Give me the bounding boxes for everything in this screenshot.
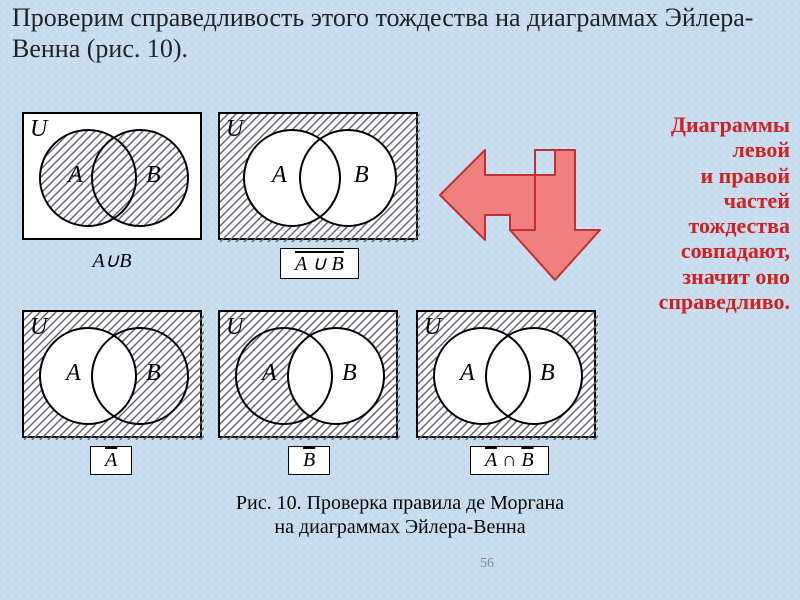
label-a: A [460, 360, 475, 387]
figure-caption-line2: на диаграммах Эйлера-Венна [0, 516, 800, 539]
venn-abar-int-bbar: U A B [416, 310, 596, 438]
label-b: B [146, 162, 161, 189]
page-number: 56 [480, 556, 494, 572]
page-title: Проверим справедливость этого тождества … [12, 2, 788, 64]
caption-abar-int-bbar: A ∩ B [470, 446, 549, 475]
venn-b-complement: U A B [218, 310, 398, 438]
label-a: A [272, 162, 287, 189]
venn-a-complement: U A B [22, 310, 202, 438]
side-annotation: Диаграммылевойи правойчастейтождествасов… [610, 112, 790, 314]
label-u: U [30, 314, 47, 341]
equality-arrow [430, 130, 620, 320]
label-b: B [146, 360, 161, 387]
label-b: B [342, 360, 357, 387]
label-b: B [540, 360, 555, 387]
label-u: U [30, 116, 47, 143]
label-u: U [226, 314, 243, 341]
label-b: B [354, 162, 369, 189]
label-a: A [68, 162, 83, 189]
caption-a-bar: A [90, 446, 132, 475]
caption-b-bar: B [288, 446, 330, 475]
label-u: U [226, 116, 243, 143]
venn-aub-complement: U A B [218, 112, 418, 240]
label-a: A [66, 360, 81, 387]
label-u: U [424, 314, 441, 341]
venn-aub: U A B [22, 112, 202, 240]
caption-aub: A∪B [22, 248, 202, 273]
figure-caption-line1: Рис. 10. Проверка правила де Моргана [0, 492, 800, 515]
label-a: A [262, 360, 277, 387]
caption-aub-bar: A ∪ B [280, 248, 359, 279]
